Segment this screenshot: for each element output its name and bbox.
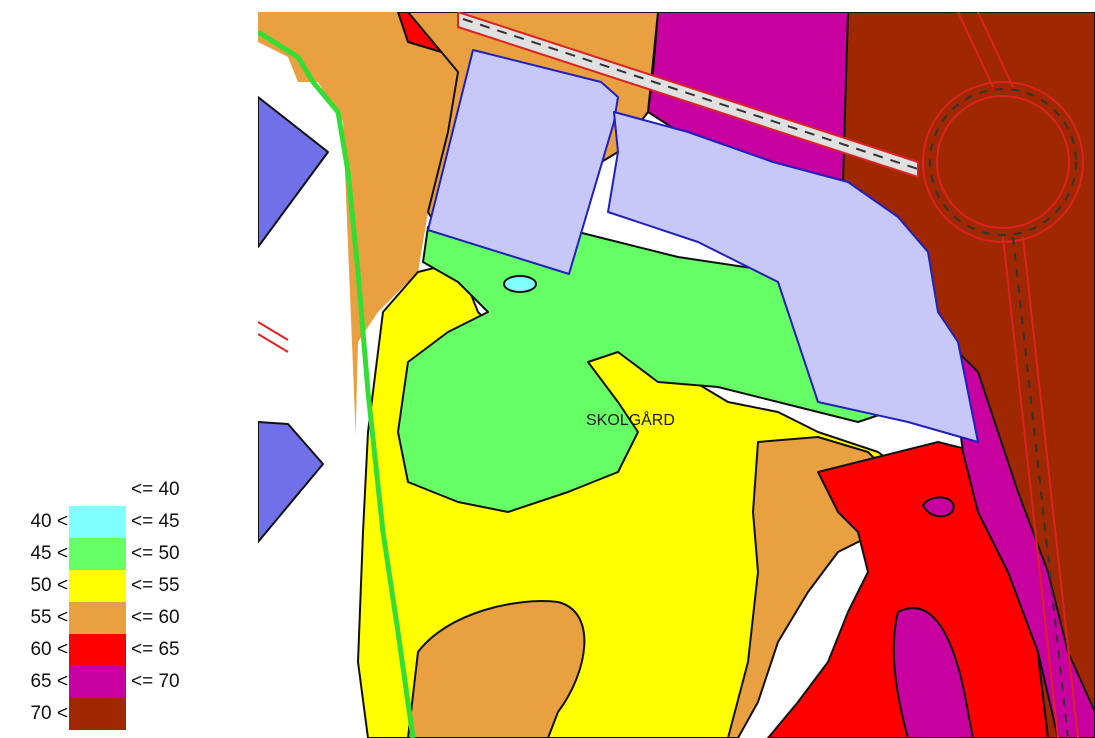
zone-40-45 bbox=[503, 275, 537, 293]
legend-row: 45 < <= 50 bbox=[0, 538, 258, 570]
legend-swatch bbox=[69, 634, 126, 666]
legend-low: 65 < bbox=[30, 671, 68, 692]
legend-high: <= 60 bbox=[131, 607, 180, 628]
road bbox=[457, 12, 919, 178]
legend-high: <= 45 bbox=[131, 511, 180, 532]
noise-map: SKOLGÅRD bbox=[258, 12, 1095, 738]
legend-swatch bbox=[69, 602, 126, 634]
zone-65-70 bbox=[947, 341, 1095, 738]
area-boundary bbox=[258, 29, 416, 738]
legend-low: 40 < bbox=[30, 511, 68, 532]
legend-swatch bbox=[69, 538, 126, 570]
legend-row: 70 < bbox=[0, 698, 258, 730]
legend-row: 65 < <= 70 bbox=[0, 666, 258, 698]
legend-low: 70 < bbox=[30, 703, 68, 724]
zone-60-65 bbox=[767, 441, 1049, 738]
legend-high: <= 55 bbox=[131, 575, 180, 596]
zone-65-70 bbox=[892, 607, 974, 738]
other-building bbox=[258, 96, 329, 248]
legend-swatch bbox=[69, 570, 126, 602]
legend-low: 45 < bbox=[30, 543, 68, 564]
legend-swatch bbox=[69, 506, 126, 538]
legend-row: <= 40 bbox=[0, 474, 258, 506]
legend-swatch bbox=[69, 666, 126, 698]
legend-low: 50 < bbox=[30, 575, 68, 596]
legend-high: <= 50 bbox=[131, 543, 180, 564]
legend-low: 55 < bbox=[30, 607, 68, 628]
legend-high: <= 40 bbox=[131, 479, 180, 500]
zone-55-60 bbox=[407, 600, 586, 738]
other-building bbox=[258, 421, 324, 543]
legend-row: 60 < <= 65 bbox=[0, 634, 258, 666]
legend-high: <= 70 bbox=[131, 671, 180, 692]
legend-low: 60 < bbox=[30, 639, 68, 660]
legend-swatch bbox=[69, 698, 126, 730]
noise-legend: <= 40 40 < <= 45 45 < <= 50 50 < <= 55 5… bbox=[0, 0, 258, 738]
outside-area bbox=[258, 42, 368, 738]
place-label: SKOLGÅRD bbox=[586, 410, 675, 429]
roundabout bbox=[258, 12, 1084, 738]
zone-65-70 bbox=[922, 496, 955, 518]
legend-row: 50 < <= 55 bbox=[0, 570, 258, 602]
legend-row: 55 < <= 60 bbox=[0, 602, 258, 634]
legend-row: 40 < <= 45 bbox=[0, 506, 258, 538]
school-building bbox=[607, 111, 979, 443]
legend-high: <= 65 bbox=[131, 639, 180, 660]
